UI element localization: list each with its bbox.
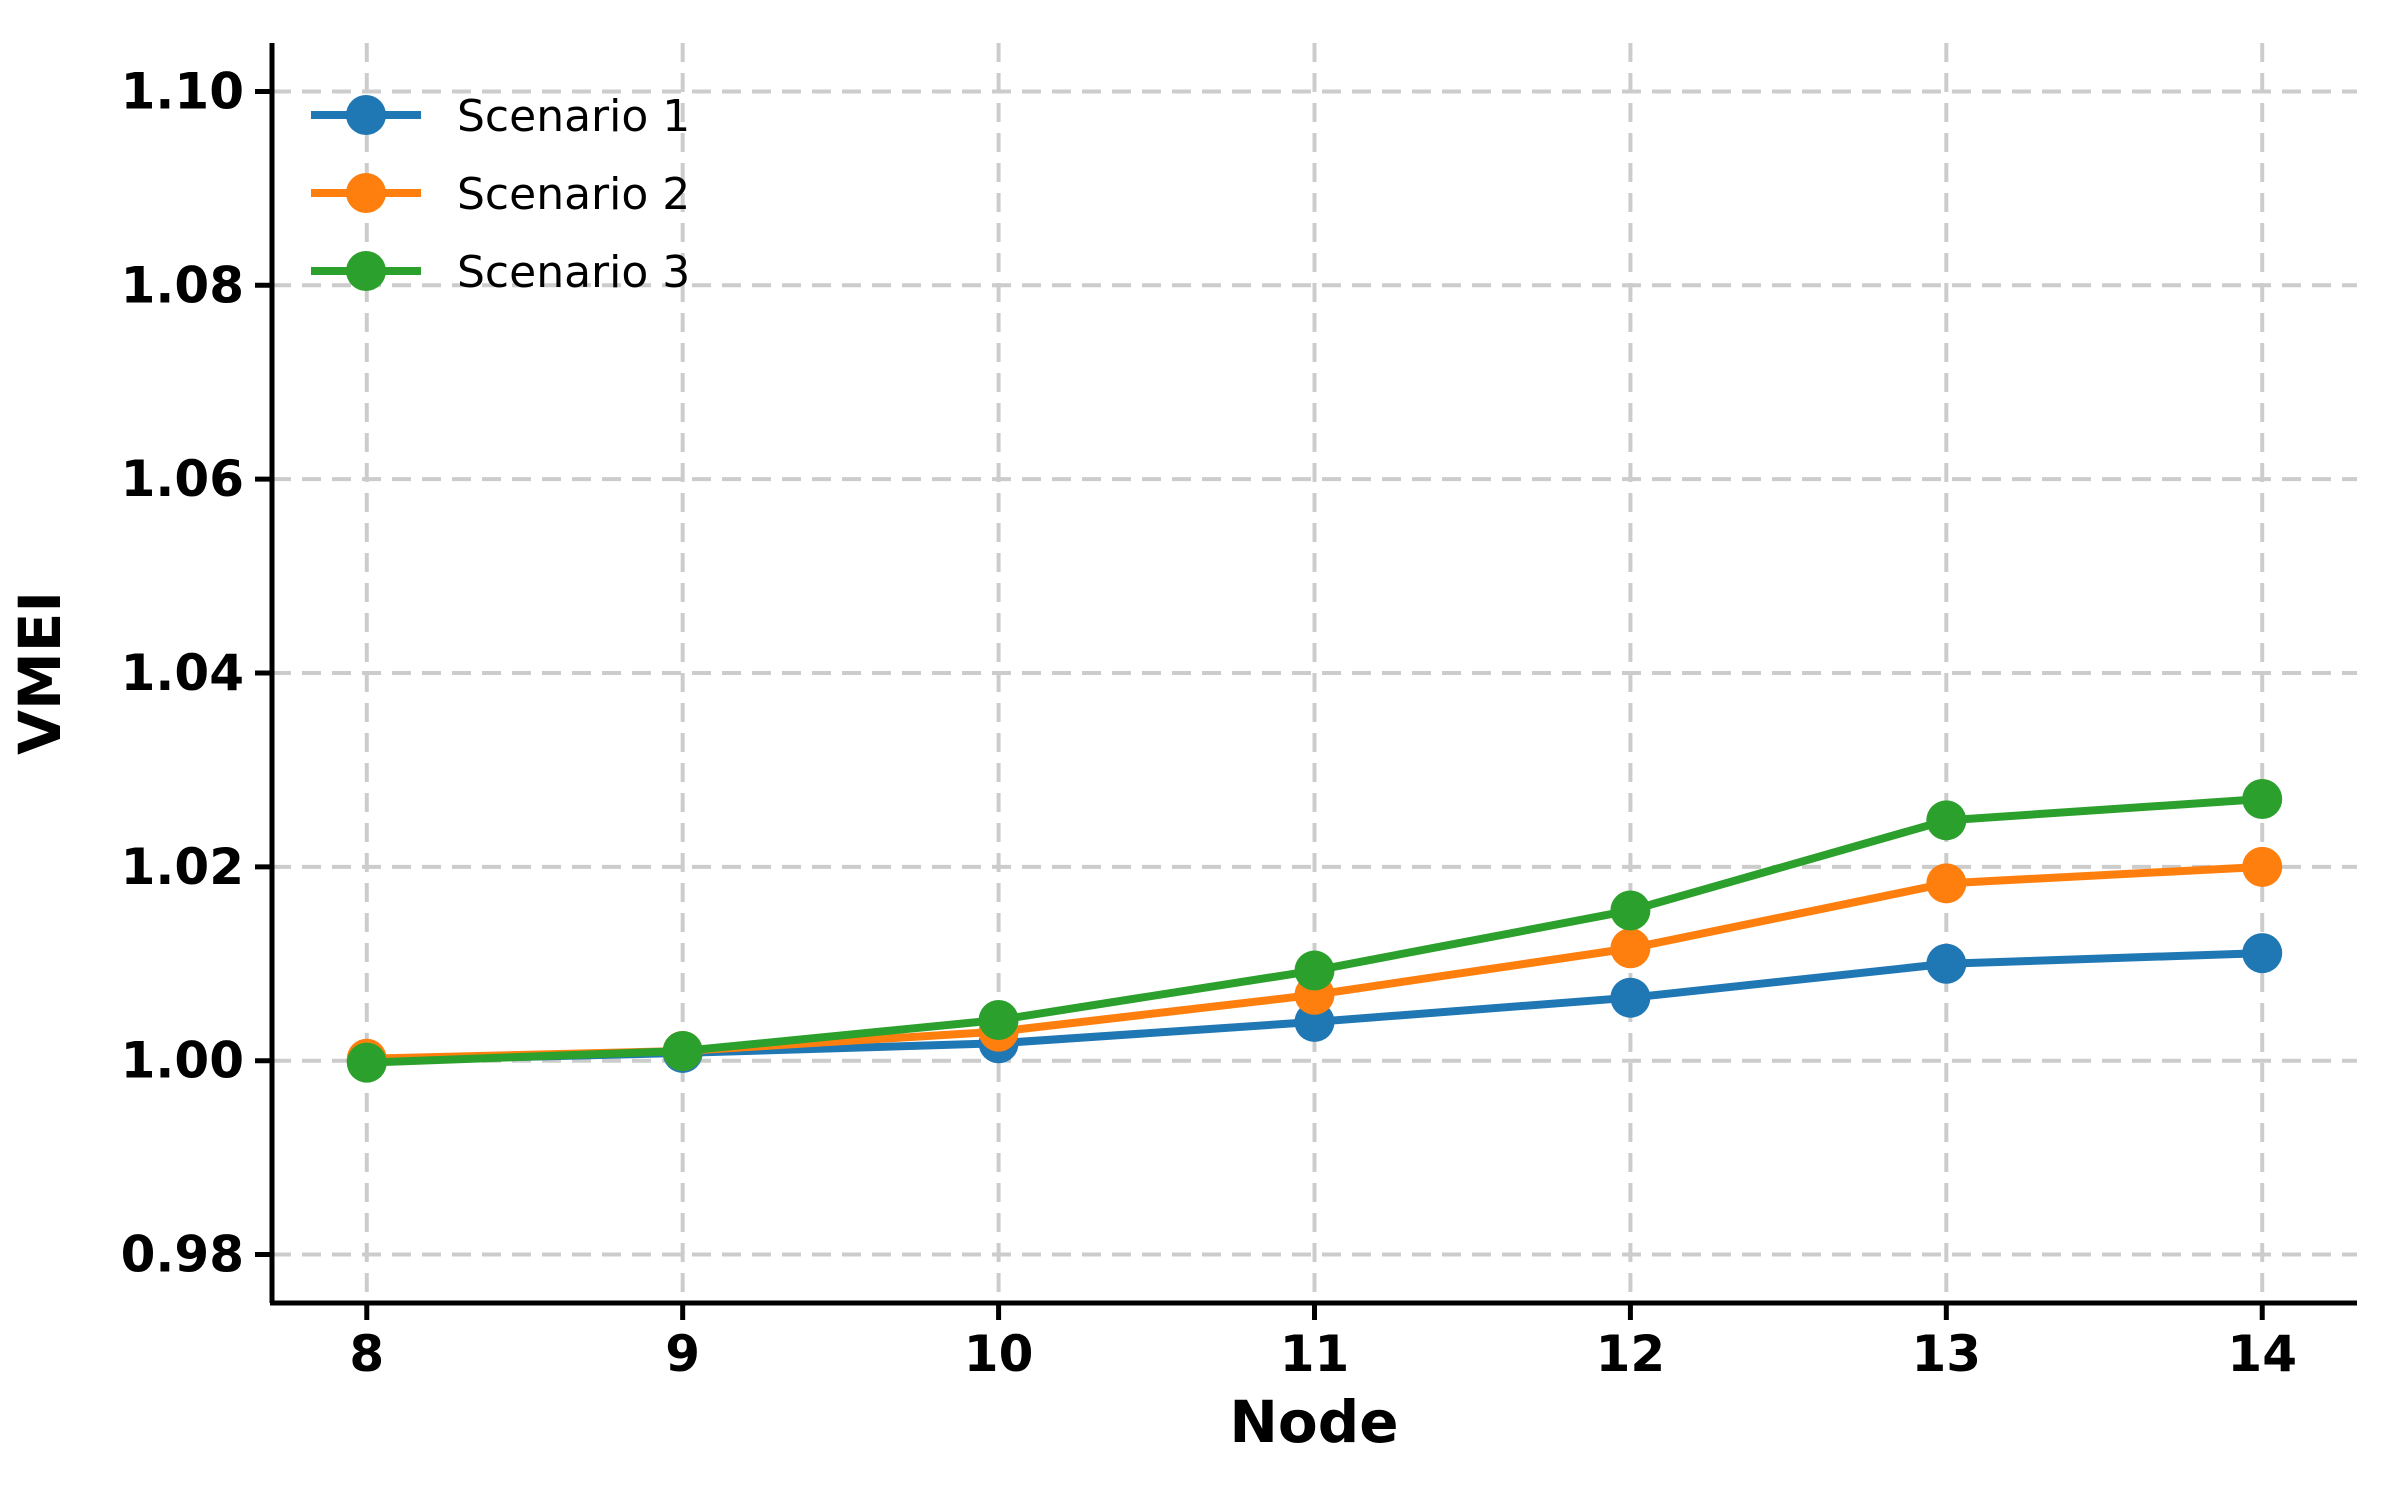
legend-label: Scenario 2 (457, 169, 690, 220)
data-point (1294, 950, 1335, 991)
x-tick-label: 11 (1280, 1325, 1350, 1383)
legend: Scenario 1 Scenario 2 Scenario 3 (311, 91, 690, 298)
legend-marker (346, 95, 386, 135)
data-point (1926, 943, 1967, 984)
legend-marker (346, 251, 386, 291)
y-tick-label: 1.08 (121, 256, 244, 314)
legend-marker (346, 173, 386, 213)
x-tick-label: 9 (665, 1325, 700, 1383)
legend-label: Scenario 1 (457, 91, 690, 142)
x-tick-label: 8 (349, 1325, 384, 1383)
data-point (2242, 846, 2283, 887)
data-point (2242, 779, 2283, 819)
x-tick-label: 14 (2227, 1325, 2297, 1383)
data-point (1610, 977, 1651, 1018)
data-point (1926, 863, 1967, 904)
data-point (662, 1031, 703, 1071)
data-point (978, 999, 1019, 1040)
gridlines (272, 43, 2357, 1303)
legend-label: Scenario 3 (457, 247, 690, 298)
x-tick-label: 13 (1912, 1325, 1982, 1383)
x-tick-label: 12 (1596, 1325, 1666, 1383)
data-point (2242, 933, 2283, 974)
data-point (1610, 928, 1651, 969)
x-tick-label: 10 (964, 1325, 1034, 1383)
y-tick-label: 0.98 (121, 1226, 244, 1284)
data-point (1610, 890, 1651, 931)
y-tick-label: 1.02 (121, 838, 244, 896)
y-tick-label: 1.04 (121, 644, 244, 702)
y-tick-label: 1.00 (121, 1032, 244, 1090)
data-point (346, 1042, 387, 1083)
data-series (346, 779, 2283, 1083)
y-tick-label: 1.10 (121, 62, 244, 120)
axes-spines-and-ticks (255, 43, 2357, 1320)
x-axis-label: Node (1229, 1388, 1398, 1456)
y-tick-label: 1.06 (121, 450, 244, 508)
data-point (1926, 800, 1967, 841)
y-axis-label: VMEI (6, 591, 74, 755)
tick-labels: 0.98 1.00 1.02 1.04 1.06 1.08 1.10 8 9 10 11 12 13 14 (121, 62, 2297, 1383)
